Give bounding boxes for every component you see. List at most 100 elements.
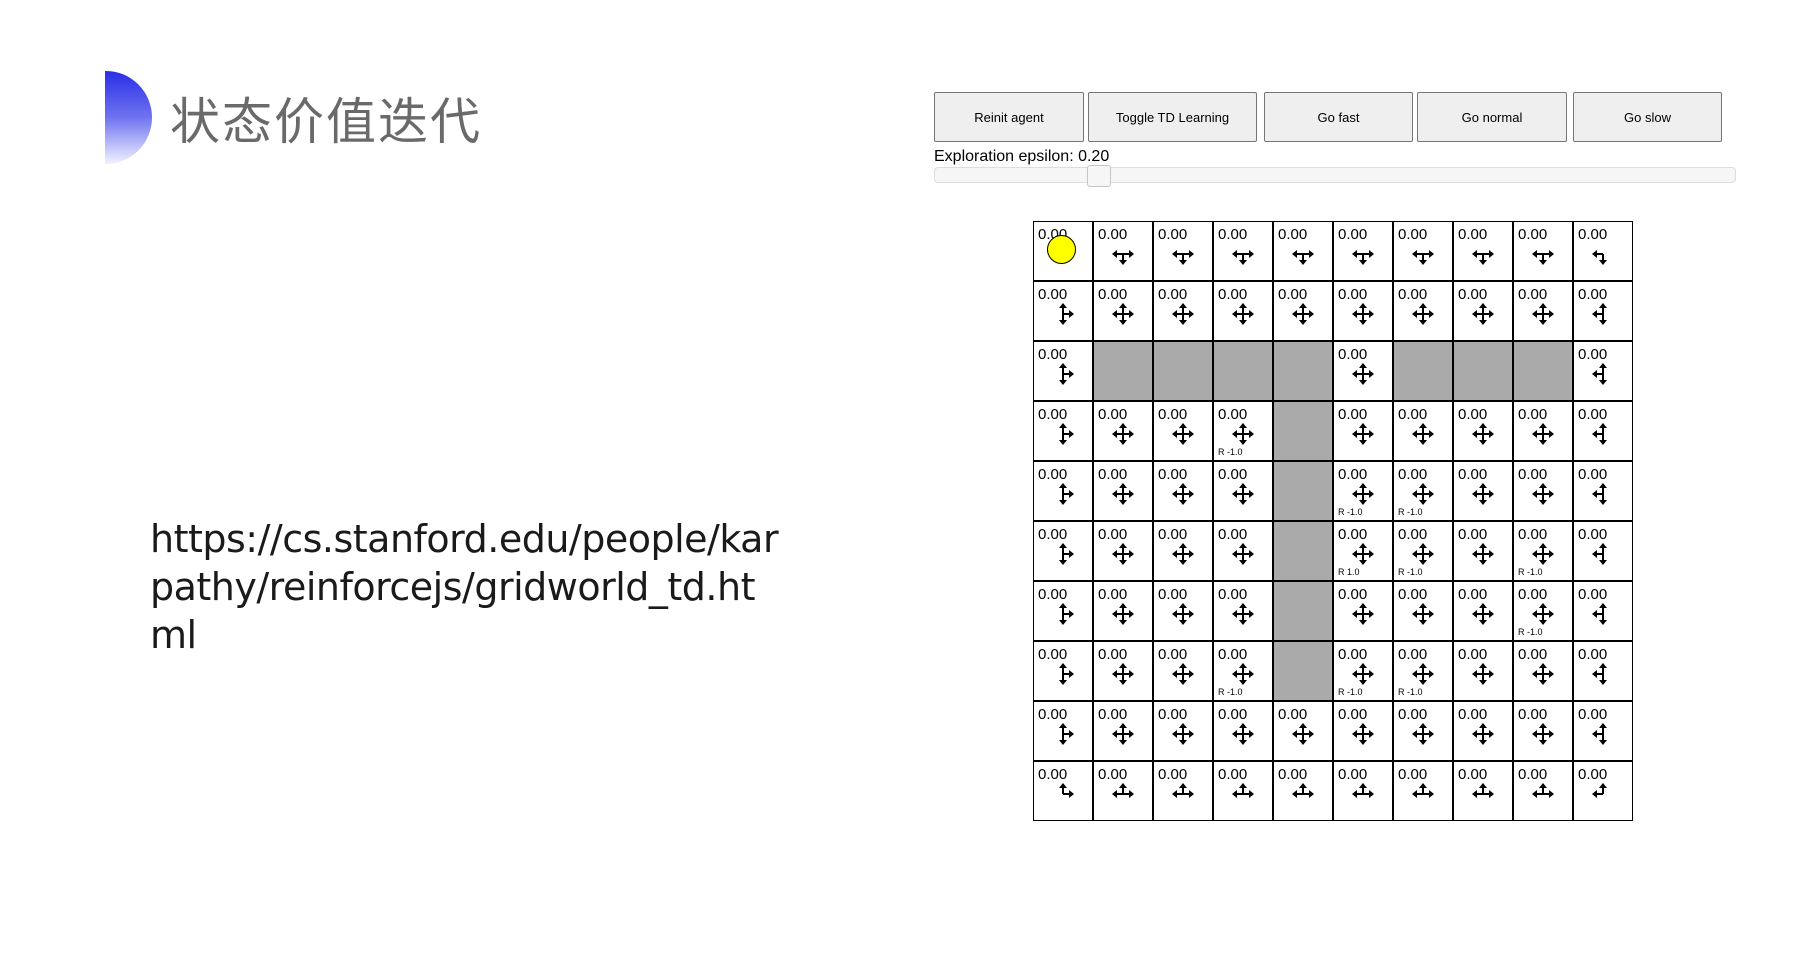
wall-cell[interactable]: [1093, 341, 1153, 401]
grid-cell[interactable]: 0.00: [1213, 521, 1273, 581]
grid-cell[interactable]: 0.00: [1093, 461, 1153, 521]
grid-cell[interactable]: 0.00: [1453, 641, 1513, 701]
grid-cell[interactable]: 0.00: [1093, 581, 1153, 641]
grid-cell[interactable]: 0.00: [1093, 221, 1153, 281]
grid-cell[interactable]: 0.00: [1453, 761, 1513, 821]
grid-cell[interactable]: 0.00: [1033, 581, 1093, 641]
grid-cell[interactable]: 0.00: [1573, 761, 1633, 821]
grid-cell[interactable]: 0.00: [1333, 221, 1393, 281]
grid-cell[interactable]: 0.00: [1453, 401, 1513, 461]
grid-cell[interactable]: 0.00: [1213, 281, 1273, 341]
grid-cell[interactable]: 0.00: [1513, 461, 1573, 521]
grid-cell[interactable]: 0.00: [1573, 581, 1633, 641]
grid-cell[interactable]: 0.00: [1393, 401, 1453, 461]
grid-cell[interactable]: 0.00: [1513, 281, 1573, 341]
grid-cell[interactable]: 0.00: [1333, 701, 1393, 761]
go-fast-button[interactable]: Go fast: [1264, 92, 1413, 142]
grid-cell[interactable]: 0.00: [1333, 401, 1393, 461]
grid-cell[interactable]: 0.00: [1153, 281, 1213, 341]
grid-cell[interactable]: 0.00: [1153, 401, 1213, 461]
reinit-agent-button[interactable]: Reinit agent: [934, 92, 1084, 142]
grid-cell[interactable]: 0.00: [1033, 221, 1093, 281]
grid-cell[interactable]: 0.00: [1033, 521, 1093, 581]
grid-cell[interactable]: 0.00 R -1.0: [1513, 581, 1573, 641]
grid-cell[interactable]: 0.00: [1093, 761, 1153, 821]
grid-cell[interactable]: 0.00 R -1.0: [1513, 521, 1573, 581]
grid-cell[interactable]: 0.00: [1453, 461, 1513, 521]
grid-cell[interactable]: 0.00: [1573, 341, 1633, 401]
grid-cell[interactable]: 0.00: [1573, 221, 1633, 281]
grid-cell[interactable]: 0.00: [1513, 761, 1573, 821]
grid-cell[interactable]: 0.00: [1453, 221, 1513, 281]
grid-cell[interactable]: 0.00: [1333, 341, 1393, 401]
grid-cell[interactable]: 0.00: [1573, 281, 1633, 341]
grid-cell[interactable]: 0.00: [1033, 701, 1093, 761]
wall-cell[interactable]: [1273, 641, 1333, 701]
epsilon-slider-thumb[interactable]: [1087, 165, 1111, 187]
grid-cell[interactable]: 0.00: [1393, 761, 1453, 821]
toggle-td-learning-button[interactable]: Toggle TD Learning: [1088, 92, 1257, 142]
grid-cell[interactable]: 0.00: [1033, 761, 1093, 821]
grid-cell[interactable]: 0.00: [1273, 701, 1333, 761]
grid-cell[interactable]: 0.00 R -1.0: [1213, 401, 1273, 461]
grid-cell[interactable]: 0.00: [1153, 581, 1213, 641]
wall-cell[interactable]: [1153, 341, 1213, 401]
grid-cell[interactable]: 0.00: [1153, 701, 1213, 761]
wall-cell[interactable]: [1273, 581, 1333, 641]
grid-cell[interactable]: 0.00: [1273, 281, 1333, 341]
grid-cell[interactable]: 0.00 R -1.0: [1333, 461, 1393, 521]
grid-cell[interactable]: 0.00 R -1.0: [1213, 641, 1273, 701]
grid-cell[interactable]: 0.00: [1093, 521, 1153, 581]
grid-cell[interactable]: 0.00 R 1.0: [1333, 521, 1393, 581]
grid-cell[interactable]: 0.00: [1573, 521, 1633, 581]
grid-cell[interactable]: 0.00: [1033, 641, 1093, 701]
go-normal-button[interactable]: Go normal: [1417, 92, 1567, 142]
grid-cell[interactable]: 0.00: [1453, 281, 1513, 341]
grid-cell[interactable]: 0.00 R -1.0: [1393, 641, 1453, 701]
grid-cell[interactable]: 0.00 R -1.0: [1393, 461, 1453, 521]
grid-cell[interactable]: 0.00: [1213, 221, 1273, 281]
grid-cell[interactable]: 0.00: [1393, 581, 1453, 641]
source-url-link[interactable]: https://cs.stanford.edu/people/karpathy/…: [150, 517, 779, 657]
grid-cell[interactable]: 0.00: [1093, 641, 1153, 701]
grid-cell[interactable]: 0.00: [1153, 761, 1213, 821]
grid-cell[interactable]: 0.00: [1453, 701, 1513, 761]
grid-cell[interactable]: 0.00: [1153, 641, 1213, 701]
grid-cell[interactable]: 0.00: [1573, 641, 1633, 701]
grid-cell[interactable]: 0.00: [1393, 701, 1453, 761]
grid-cell[interactable]: 0.00: [1573, 701, 1633, 761]
grid-cell[interactable]: 0.00: [1333, 761, 1393, 821]
grid-cell[interactable]: 0.00: [1513, 221, 1573, 281]
grid-cell[interactable]: 0.00: [1453, 581, 1513, 641]
grid-cell[interactable]: 0.00: [1273, 761, 1333, 821]
wall-cell[interactable]: [1213, 341, 1273, 401]
grid-cell[interactable]: 0.00: [1513, 701, 1573, 761]
wall-cell[interactable]: [1273, 461, 1333, 521]
grid-cell[interactable]: 0.00: [1153, 521, 1213, 581]
grid-cell[interactable]: 0.00: [1273, 221, 1333, 281]
grid-cell[interactable]: 0.00: [1033, 341, 1093, 401]
grid-cell[interactable]: 0.00: [1393, 221, 1453, 281]
grid-cell[interactable]: 0.00: [1093, 401, 1153, 461]
grid-cell[interactable]: 0.00: [1393, 281, 1453, 341]
grid-cell[interactable]: 0.00 R -1.0: [1393, 521, 1453, 581]
grid-cell[interactable]: 0.00: [1213, 761, 1273, 821]
grid-cell[interactable]: 0.00: [1033, 401, 1093, 461]
grid-cell[interactable]: 0.00: [1453, 521, 1513, 581]
grid-cell[interactable]: 0.00: [1333, 281, 1393, 341]
grid-cell[interactable]: 0.00: [1573, 401, 1633, 461]
grid-cell[interactable]: 0.00: [1513, 641, 1573, 701]
wall-cell[interactable]: [1513, 341, 1573, 401]
grid-cell[interactable]: 0.00: [1153, 221, 1213, 281]
grid-cell[interactable]: 0.00: [1333, 581, 1393, 641]
wall-cell[interactable]: [1453, 341, 1513, 401]
wall-cell[interactable]: [1273, 521, 1333, 581]
grid-cell[interactable]: 0.00: [1213, 461, 1273, 521]
wall-cell[interactable]: [1273, 341, 1333, 401]
grid-cell[interactable]: 0.00: [1573, 461, 1633, 521]
grid-cell[interactable]: 0.00: [1213, 581, 1273, 641]
grid-cell[interactable]: 0.00 R -1.0: [1333, 641, 1393, 701]
grid-cell[interactable]: 0.00: [1513, 401, 1573, 461]
grid-cell[interactable]: 0.00: [1093, 701, 1153, 761]
grid-cell[interactable]: 0.00: [1033, 281, 1093, 341]
